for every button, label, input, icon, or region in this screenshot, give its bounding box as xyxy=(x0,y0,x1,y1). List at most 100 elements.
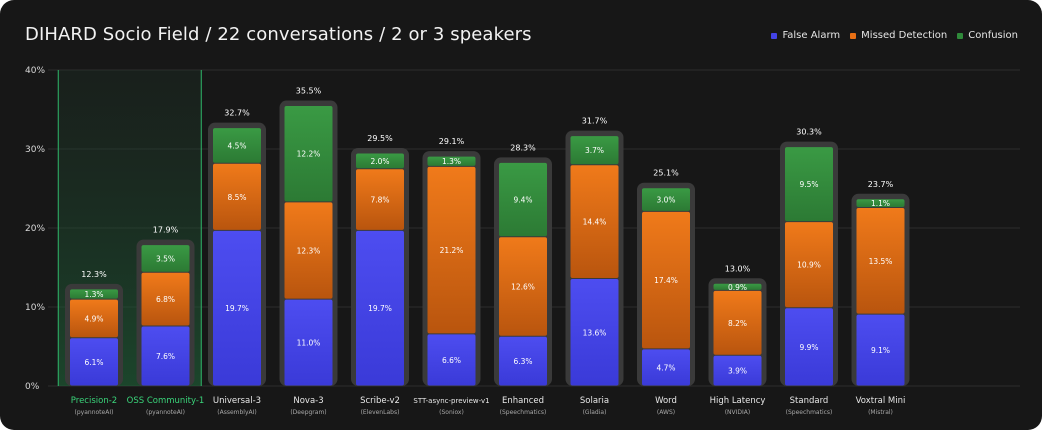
false-alarm-segment xyxy=(427,334,476,386)
category-label: Solaria xyxy=(580,396,609,406)
missed-detection-segment xyxy=(856,207,905,314)
segment-value-label: 13.5% xyxy=(869,257,893,266)
confusion-segment xyxy=(284,106,333,202)
segment-value-label: 1.1% xyxy=(871,199,890,208)
total-value-label: 13.0% xyxy=(725,264,751,273)
legend-item-missed-detection: Missed Detection xyxy=(850,30,947,41)
missed-detection-segment xyxy=(570,165,619,279)
segment-value-label: 7.8% xyxy=(370,196,389,205)
segment-value-label: 4.7% xyxy=(656,363,675,372)
legend-item-confusion: Confusion xyxy=(957,30,1018,41)
missed-detection-segment xyxy=(499,237,547,336)
segment-value-label: 9.5% xyxy=(799,180,818,189)
legend-swatch xyxy=(850,32,857,39)
false-alarm-segment xyxy=(284,299,333,386)
segment-value-label: 4.5% xyxy=(227,141,246,150)
segment-value-label: 3.9% xyxy=(728,367,747,376)
category-label: OSS Community-1 xyxy=(127,396,205,406)
segment-value-label: 9.4% xyxy=(513,196,532,205)
false-alarm-segment xyxy=(785,308,833,386)
segment-value-label: 12.2% xyxy=(297,150,321,159)
confusion-segment xyxy=(141,245,190,272)
category-label: Universal-3 xyxy=(213,396,261,406)
segment-value-label: 2.0% xyxy=(370,157,389,166)
false-alarm-segment xyxy=(141,326,190,386)
category-label: STT-async-preview-v1 xyxy=(413,397,489,405)
total-value-label: 29.1% xyxy=(439,137,465,146)
missed-detection-segment xyxy=(284,202,333,299)
segment-value-label: 17.4% xyxy=(654,276,678,285)
category-vendor-label: (pyannoteAI) xyxy=(75,409,114,416)
segment-value-label: 4.9% xyxy=(84,314,103,323)
total-value-label: 25.1% xyxy=(653,169,679,178)
category-vendor-label: (Deepgram) xyxy=(290,409,326,416)
category-vendor-label: (ElevenLabs) xyxy=(361,409,400,416)
legend-label: Confusion xyxy=(968,30,1018,41)
segment-value-label: 3.0% xyxy=(656,196,675,205)
y-tick-label: 20% xyxy=(25,224,45,234)
confusion-segment xyxy=(642,188,690,211)
y-tick-label: 30% xyxy=(25,145,45,155)
segment-value-label: 6.1% xyxy=(84,358,103,367)
false-alarm-segment xyxy=(356,230,404,386)
false-alarm-segment xyxy=(570,279,619,386)
segment-value-label: 9.1% xyxy=(871,346,890,355)
category-label: Enhanced xyxy=(502,396,544,406)
category-vendor-label: (NVIDIA) xyxy=(725,409,751,416)
false-alarm-segment xyxy=(713,355,762,386)
missed-detection-segment xyxy=(427,166,476,334)
false-alarm-segment xyxy=(213,230,261,386)
legend-item-false-alarm: False Alarm xyxy=(771,30,840,41)
total-value-label: 31.7% xyxy=(582,117,608,126)
total-value-label: 23.7% xyxy=(868,180,894,189)
missed-detection-segment xyxy=(141,272,190,326)
segment-value-label: 3.7% xyxy=(585,146,604,155)
segment-value-label: 12.3% xyxy=(297,247,321,256)
legend-label: Missed Detection xyxy=(861,30,948,41)
category-vendor-label: (Speechmatics) xyxy=(786,409,833,416)
category-label: Standard xyxy=(790,396,829,406)
category-vendor-label: (pyannoteAI) xyxy=(146,409,185,416)
category-vendor-label: (AWS) xyxy=(657,409,675,416)
legend-swatch xyxy=(771,32,778,39)
false-alarm-segment xyxy=(642,349,690,386)
segment-value-label: 19.7% xyxy=(225,304,249,313)
segment-value-label: 21.2% xyxy=(440,246,464,255)
missed-detection-segment xyxy=(213,163,261,230)
category-vendor-label: (AssemblyAI) xyxy=(217,409,256,416)
total-value-label: 32.7% xyxy=(224,109,250,118)
y-tick-label: 40% xyxy=(25,66,45,76)
category-label: Nova-3 xyxy=(293,396,323,406)
missed-detection-segment xyxy=(642,211,690,349)
segment-value-label: 0.9% xyxy=(728,283,747,292)
segment-value-label: 9.9% xyxy=(799,343,818,352)
total-value-label: 29.5% xyxy=(367,134,393,143)
confusion-segment xyxy=(427,156,476,166)
segment-value-label: 6.3% xyxy=(513,357,532,366)
confusion-segment xyxy=(499,162,547,237)
chart-title: DIHARD Socio Field / 22 conversations / … xyxy=(25,24,532,45)
segment-value-label: 1.3% xyxy=(442,157,461,166)
segment-value-label: 8.2% xyxy=(728,319,747,328)
segment-value-label: 1.3% xyxy=(84,290,103,299)
total-value-label: 30.3% xyxy=(796,128,822,137)
false-alarm-segment xyxy=(70,338,118,386)
category-label: Precision-2 xyxy=(71,396,117,406)
segment-value-label: 12.6% xyxy=(511,282,535,291)
y-tick-label: 10% xyxy=(25,303,45,313)
false-alarm-segment xyxy=(856,314,905,386)
segment-value-label: 6.6% xyxy=(442,356,461,365)
category-label: High Latency xyxy=(710,396,766,406)
confusion-segment xyxy=(70,289,118,299)
confusion-segment xyxy=(785,147,833,222)
segment-value-label: 8.5% xyxy=(227,193,246,202)
legend-swatch xyxy=(957,32,964,39)
segment-value-label: 6.8% xyxy=(156,295,175,304)
y-tick-label: 0% xyxy=(25,382,40,392)
confusion-segment xyxy=(356,153,404,169)
segment-value-label: 3.5% xyxy=(156,254,175,263)
category-label: Word xyxy=(655,396,677,406)
segment-value-label: 10.9% xyxy=(797,261,821,270)
segment-value-label: 7.6% xyxy=(156,352,175,361)
